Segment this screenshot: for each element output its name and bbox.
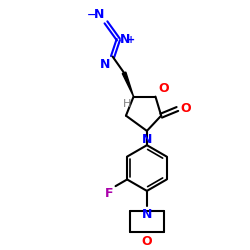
Text: O: O	[142, 235, 152, 248]
Polygon shape	[122, 72, 134, 96]
Text: N: N	[142, 208, 152, 221]
Text: O: O	[158, 82, 169, 95]
Text: N: N	[120, 33, 130, 46]
Text: −: −	[87, 10, 97, 20]
Text: N: N	[142, 133, 152, 146]
Text: O: O	[180, 102, 191, 116]
Text: F: F	[105, 187, 114, 200]
Text: +: +	[127, 35, 135, 45]
Text: H: H	[123, 100, 132, 110]
Text: N: N	[94, 8, 104, 22]
Text: N: N	[100, 58, 111, 70]
